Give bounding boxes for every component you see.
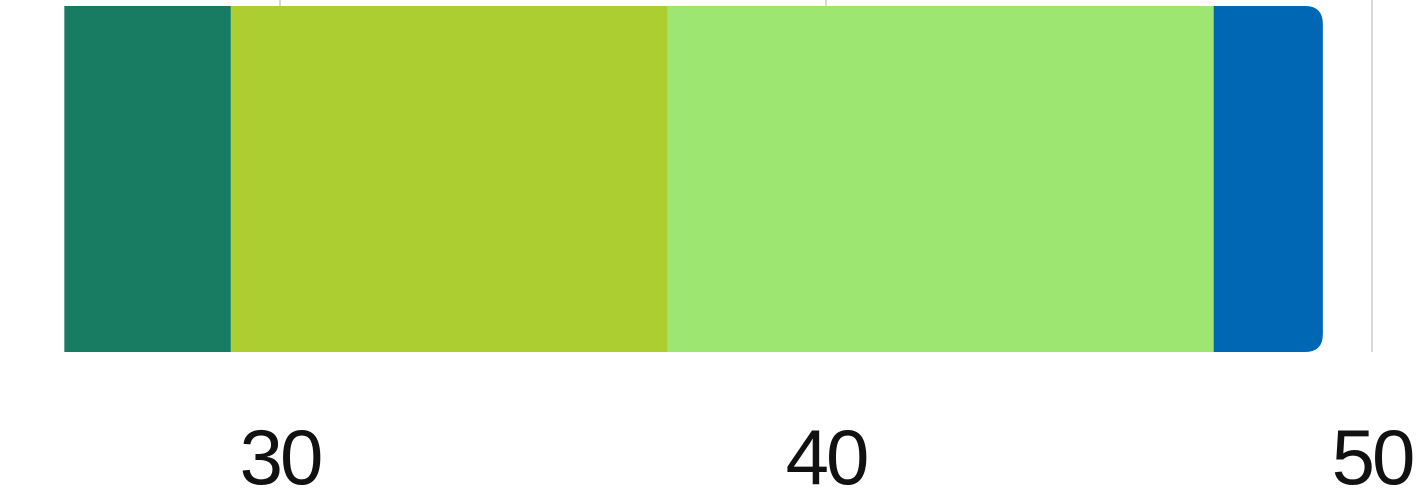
bar-segments bbox=[64, 6, 1323, 352]
x-axis-tick-labels: 30 40 50 bbox=[240, 413, 1416, 499]
bar-segment-1 bbox=[64, 6, 231, 352]
bar-segment-2 bbox=[230, 6, 668, 352]
x-tick-label-30: 30 bbox=[240, 413, 321, 499]
x-tick-label-50: 50 bbox=[1332, 413, 1413, 499]
bar-segment-3 bbox=[667, 6, 1214, 352]
bar-segment-4 bbox=[1213, 6, 1323, 352]
x-tick-label-40: 40 bbox=[786, 413, 867, 499]
